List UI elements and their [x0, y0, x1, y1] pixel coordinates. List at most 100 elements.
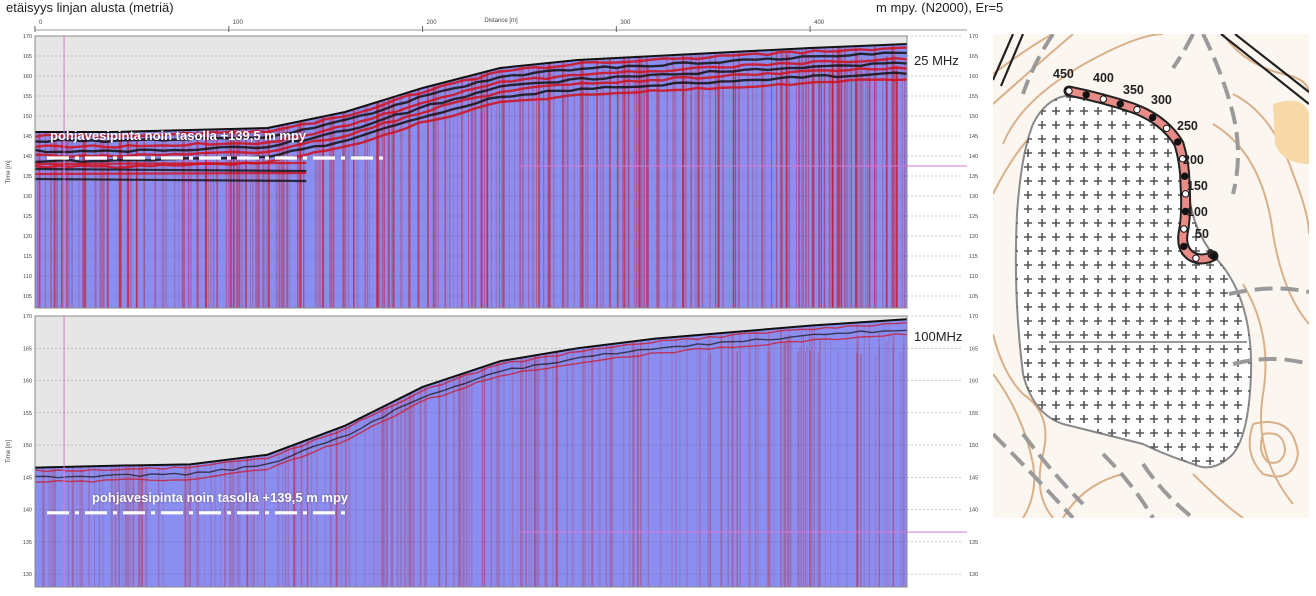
radargram-100mhz: 130 130 135 135 140 140 145 145 150 150 155 155 160 1… [6, 314, 978, 588]
y-tick-label-right: 115 [969, 254, 978, 260]
route-distance-label: 350 [1123, 83, 1144, 97]
route-marker [1082, 91, 1090, 99]
y-tick-label-right: 160 [969, 379, 978, 385]
map-drawing: 450 400 350 300 250 200 150 100 50 0 [993, 34, 1309, 518]
x-tick-label: 100 [233, 20, 244, 26]
y-tick-label-right: 135 [969, 174, 978, 180]
y-tick-label-right: 150 [969, 114, 978, 120]
y-tick-label-left: 150 [23, 443, 32, 449]
x-tick-label: 0 [39, 20, 43, 26]
radargram-25mhz: 105 105 110 110 115 115 120 120 125 125 130 130 135 1… [6, 34, 978, 309]
y-tick-label-left: 160 [23, 74, 32, 80]
y-tick-label-left: 155 [23, 94, 32, 100]
distance-axis: 0 100 200 300 400 Distance [m] [34, 18, 967, 32]
route-markers [1065, 87, 1217, 262]
contour-lines [993, 34, 1309, 518]
y-tick-label-right: 155 [969, 94, 978, 100]
right-axis-area [907, 316, 967, 587]
y-tick-label-left: 165 [23, 346, 32, 352]
ground-surface-line [34, 318, 908, 469]
water-table-label-25mhz: pohjavesipinta noin tasolla +139,5 m mpy [50, 128, 307, 143]
plot-border [34, 315, 908, 588]
route-distance-label: 100 [1187, 205, 1208, 219]
ground-surface-line [35, 43, 908, 133]
y-tick-label-left: 115 [23, 254, 32, 260]
y-tick-label-right: 165 [969, 54, 978, 60]
x-axis-title: Distance [m] [484, 18, 518, 24]
main-roads [993, 34, 1309, 105]
y-tick-label-left: 125 [23, 214, 32, 220]
y-tick-label-left: 170 [23, 314, 32, 320]
route-distance-label: 250 [1177, 119, 1198, 133]
route-marker [1099, 95, 1108, 103]
y-tick-label-left: 110 [23, 274, 32, 280]
route-marker [1209, 252, 1217, 260]
y-tick-label-left: 145 [23, 475, 32, 481]
route-distance-label: 50 [1195, 227, 1209, 241]
distance-axis-label: etäisyys linjan alusta (metriä) [6, 0, 174, 15]
right-axis-area [907, 36, 967, 308]
route-distance-label: 400 [1093, 71, 1114, 85]
subsurface-signal [35, 319, 907, 587]
y-tick-label-right: 165 [969, 346, 978, 352]
y-tick-label-right: 120 [969, 234, 978, 240]
frequency-label-100mhz: 100MHz [912, 328, 965, 345]
y-tick-label-right: 170 [969, 314, 978, 320]
y-tick-label-left: 145 [23, 134, 32, 140]
route-marker [1192, 254, 1200, 262]
y-tick-label-right: 125 [969, 214, 978, 220]
y-tick-label-right: 110 [969, 274, 978, 280]
y-tick-label-left: 105 [23, 294, 32, 300]
route-marker [1181, 190, 1190, 198]
radar-panel-100mhz: 130 130 135 135 140 140 145 145 150 150 155 155 160 1… [0, 312, 990, 591]
frequency-label-25mhz: 25 MHz [912, 52, 961, 69]
route-distance-label: 150 [1187, 179, 1208, 193]
route-marker [1065, 87, 1073, 95]
route-marker [1181, 207, 1190, 216]
elevation-label: m mpy. (N2000), Er=5 [876, 0, 1004, 15]
dashed-boundaries [993, 34, 1309, 518]
y-tick-label-right: 145 [969, 134, 978, 140]
reflection-texture [35, 319, 907, 587]
route-marker [1178, 155, 1187, 163]
y-tick-label-left: 140 [23, 508, 32, 514]
route-marker [1133, 105, 1141, 114]
y-tick-label-right: 140 [969, 154, 978, 160]
route-marker [1181, 172, 1189, 180]
y-axis-title: Time [m] [6, 160, 12, 183]
y-tick-label-left: 130 [23, 572, 32, 578]
route-marker [1116, 100, 1124, 108]
y-tick-label-left: 160 [23, 379, 32, 385]
y-tick-label-right: 145 [969, 475, 978, 481]
route-marker [1148, 113, 1157, 122]
route-marker [1180, 242, 1188, 251]
y-tick-label-left: 135 [23, 540, 32, 546]
reflection-texture [35, 44, 907, 308]
y-tick-label-right: 130 [969, 194, 978, 200]
y-tick-label-left: 135 [23, 174, 32, 180]
radar-panel-25mhz: 105 105 110 110 115 115 120 120 125 125 130 130 135 1… [0, 32, 990, 312]
plot-border [34, 35, 908, 309]
water-table-label-100mhz: pohjavesipinta noin tasolla +139,5 m mpy [92, 490, 349, 505]
x-tick-label: 200 [427, 20, 438, 26]
route-distance-label: 450 [1053, 67, 1074, 81]
y-tick-label-left: 130 [23, 194, 32, 200]
route-distance-labels: 450 400 350 300 250 200 150 100 50 0 [1053, 67, 1214, 261]
x-tick-label: 300 [620, 20, 631, 26]
y-tick-label-left: 170 [23, 34, 32, 40]
y-tick-label-right: 105 [969, 294, 978, 300]
y-tick-label-left: 140 [23, 154, 32, 160]
y-tick-label-left: 165 [23, 54, 32, 60]
route-distance-label: 200 [1183, 153, 1204, 167]
route-marker [1174, 138, 1182, 146]
route-distance-label: 0 [1207, 247, 1214, 261]
survey-route [1065, 87, 1217, 263]
y-axis-title: Time [m] [6, 440, 12, 463]
y-tick-label-right: 170 [969, 34, 978, 40]
route-distance-label: 300 [1151, 93, 1172, 107]
y-tick-label-left: 150 [23, 114, 32, 120]
yellow-area [1273, 100, 1309, 164]
y-tick-label-right: 130 [969, 572, 978, 578]
y-tick-label-left: 120 [23, 234, 32, 240]
y-tick-label-left: 155 [23, 411, 32, 417]
